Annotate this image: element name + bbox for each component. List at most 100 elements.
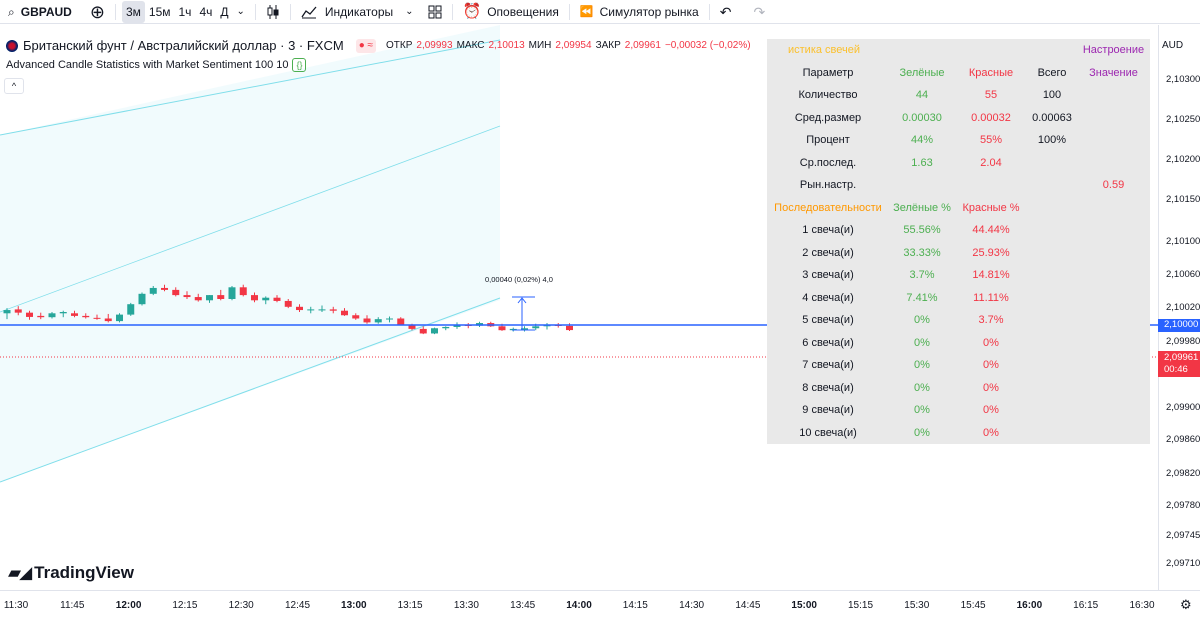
- price-tick-label: 2,10060: [1166, 269, 1200, 280]
- time-tick-label: 13:30: [453, 600, 479, 611]
- candle-body: [59, 312, 67, 314]
- table-cell: 14.81%: [972, 269, 1010, 282]
- redo-button[interactable]: ↷: [749, 1, 769, 23]
- price-range-measure[interactable]: [512, 296, 535, 331]
- code-braces-icon[interactable]: {}: [292, 58, 307, 72]
- interval-1d[interactable]: Д: [216, 1, 232, 23]
- channel-line: [0, 39, 501, 136]
- parallel-channel[interactable]: [0, 25, 501, 483]
- price-scale[interactable]: [1158, 25, 1200, 590]
- candle: [273, 295, 281, 303]
- indicator-legend[interactable]: Advanced Candle Statistics with Market S…: [6, 58, 307, 72]
- layouts-button[interactable]: [424, 1, 446, 23]
- seq-header-green: Зелёные %: [893, 201, 951, 214]
- candle-body: [363, 318, 371, 323]
- price-tick-label: 2,09710: [1166, 558, 1200, 569]
- candle-body: [408, 325, 416, 329]
- sequence-header-row: Последовательности Зелёные % Красные %: [767, 197, 1150, 220]
- currency-button[interactable]: AUD: [1162, 37, 1194, 53]
- header-green: Зелёные: [899, 66, 945, 79]
- compare-symbol-button[interactable]: ⊕: [86, 1, 109, 23]
- interval-4h[interactable]: 4ч: [195, 1, 216, 23]
- candle: [318, 305, 326, 312]
- candle-body: [104, 318, 112, 322]
- change-value: −0,00032 (−0,02%): [664, 40, 751, 51]
- candle-body: [329, 309, 337, 311]
- candles-icon: [267, 4, 279, 19]
- replay-button[interactable]: ⏪ Симулятор рынка: [576, 1, 703, 23]
- candle: [431, 327, 438, 335]
- table-cell: 0%: [914, 426, 930, 439]
- candle-body: [284, 300, 292, 307]
- tradingview-logo[interactable]: ▰◢ TradingView: [8, 563, 134, 583]
- time-tick-label: 14:00: [566, 600, 592, 611]
- chart-pane[interactable]: [0, 25, 1158, 590]
- time-tick-label: 14:45: [735, 600, 761, 611]
- candle: [307, 306, 315, 314]
- symbol-search-button[interactable]: ⌕ GBPAUD: [0, 1, 76, 23]
- redo-icon: ↷: [753, 3, 766, 20]
- sequence-row: 8 свеча(и) 0% 0%: [767, 377, 1150, 400]
- candle-body: [149, 287, 157, 294]
- table-cell: 7 свеча(и): [802, 359, 854, 372]
- candle-body: [116, 314, 123, 322]
- candle: [543, 323, 551, 330]
- candle: [262, 296, 270, 305]
- interval-3m[interactable]: 3м: [121, 0, 145, 23]
- candle-body: [397, 318, 405, 325]
- candle: [228, 286, 236, 301]
- open-value: 2,09993: [416, 40, 453, 51]
- table-cell: 100: [1042, 89, 1062, 102]
- table-cell: Ср.послед.: [799, 156, 857, 169]
- alerts-button[interactable]: ⏰ Оповещения: [459, 1, 563, 23]
- table-cell: 3 свеча(и): [802, 269, 854, 282]
- candle-body: [498, 326, 506, 331]
- table-cell: 1 свеча(и): [802, 224, 854, 237]
- candle-body: [183, 295, 191, 298]
- chevron-down-icon: ⌄: [405, 5, 414, 17]
- table-row: Сред.размер 0.00030 0.00032 0.00063: [767, 107, 1150, 130]
- interval-15m[interactable]: 15м: [145, 1, 175, 23]
- table-cell: 0.00063: [1032, 111, 1072, 124]
- price-tick-label: 2,10150: [1166, 194, 1200, 205]
- undo-icon: ↶: [719, 3, 732, 20]
- currency-label: AUD: [1162, 39, 1184, 51]
- indicators-dropdown[interactable]: ⌄: [401, 1, 417, 23]
- collapse-legend-button[interactable]: ^: [4, 78, 24, 94]
- interval-1h[interactable]: 1ч: [175, 1, 196, 23]
- chart-type-button[interactable]: [262, 1, 284, 23]
- gear-icon[interactable]: ⚙: [1180, 597, 1192, 612]
- table-cell: 9 свеча(и): [802, 404, 854, 417]
- indicators-button[interactable]: Индикаторы: [297, 1, 397, 23]
- candle-body: [431, 328, 438, 334]
- header-param: Параметр: [802, 66, 854, 79]
- market-status-button[interactable]: ● ≈: [355, 38, 377, 53]
- time-scale[interactable]: [0, 590, 1200, 617]
- plus-circle-icon: ⊕: [89, 1, 105, 22]
- table-title: истика свечей: [788, 44, 861, 57]
- ohlc-values: ОТКР 2,09993 МАКС 2,10013 МИН 2,09954 ЗАКР 2…: [386, 40, 751, 51]
- candle: [93, 314, 101, 320]
- price-chart[interactable]: [0, 25, 1158, 590]
- alerts-label: Оповещения: [487, 4, 559, 19]
- rewind-icon: ⏪: [579, 5, 594, 18]
- undo-button[interactable]: ↶: [716, 1, 736, 23]
- candle: [329, 306, 337, 314]
- channel-line: [0, 297, 501, 483]
- seq-header-red: Красные %: [962, 201, 1020, 214]
- candle-body: [566, 325, 573, 331]
- table-cell: Рын.настр.: [799, 179, 857, 192]
- gbp-flag-icon: [6, 39, 18, 52]
- sentiment-title: Настроение: [1082, 44, 1145, 57]
- interval-label: 1ч: [178, 4, 192, 19]
- candle-body: [14, 309, 22, 313]
- table-cell: 0%: [914, 359, 930, 372]
- table-cell: [889, 174, 955, 197]
- interval-dropdown[interactable]: ⌄: [233, 1, 249, 23]
- symbol-title[interactable]: Британский фунт / Австралийский доллар ·…: [23, 38, 344, 53]
- time-tick-label: 13:00: [341, 600, 367, 611]
- low-label: МИН: [528, 40, 552, 51]
- price-tick-label: 2,09860: [1166, 434, 1200, 445]
- time-tick-label: 14:15: [622, 600, 648, 611]
- sequence-row: 6 свеча(и) 0% 0%: [767, 332, 1150, 355]
